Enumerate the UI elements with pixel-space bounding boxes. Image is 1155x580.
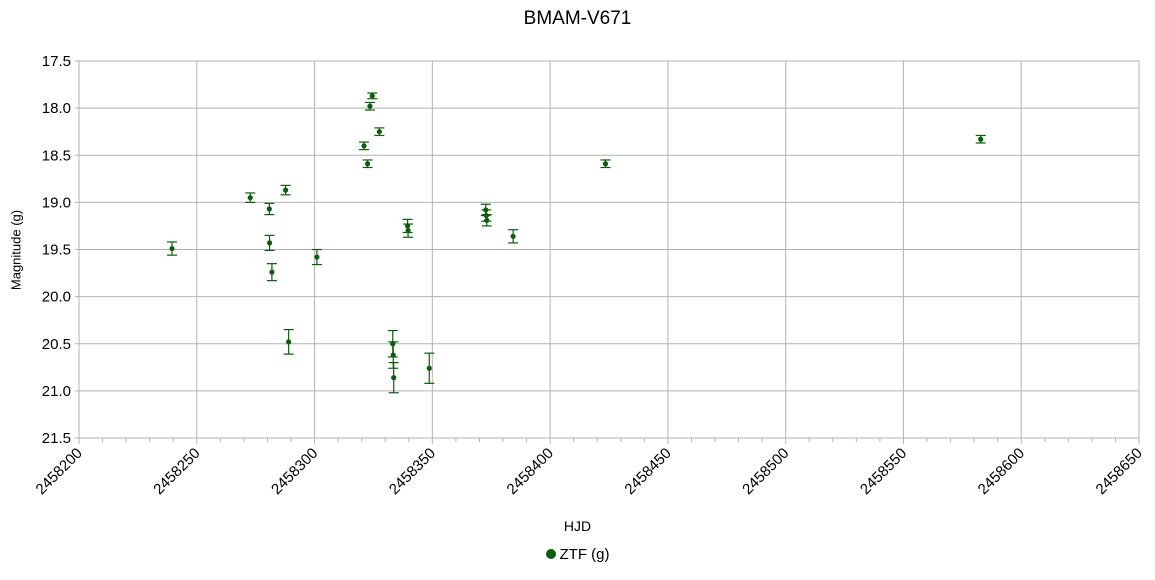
grid xyxy=(78,60,1140,439)
point-marker xyxy=(282,187,289,193)
data-point xyxy=(264,202,275,216)
data-point xyxy=(362,159,373,169)
legend-label: ZTF (g) xyxy=(559,546,610,563)
x-tick-labels: 2458200 2458250 2458300 2458350 2458400 24584… xyxy=(33,445,1146,498)
data-point xyxy=(359,141,370,151)
point-marker xyxy=(169,245,175,252)
y-tick-labels: 17.5 18.0 18.5 19.0 19.5 20.0 20.5 21.0 21.5 xyxy=(42,53,71,447)
x-tick-label: 2458300 xyxy=(268,445,321,498)
data-point xyxy=(283,329,294,355)
x-tick-label: 2458600 xyxy=(975,445,1028,498)
data-point xyxy=(508,229,519,244)
data-point xyxy=(600,159,611,169)
chart-title: BMAM-V671 xyxy=(523,8,632,29)
y-tick-label: 21.0 xyxy=(42,383,71,400)
legend-marker-icon xyxy=(545,549,556,559)
x-tick-label: 2458550 xyxy=(857,445,910,498)
point-marker xyxy=(247,195,253,201)
point-marker xyxy=(426,365,432,371)
data-point xyxy=(245,192,256,203)
y-tick-label: 20.0 xyxy=(42,289,71,306)
data-point xyxy=(311,248,322,266)
point-marker xyxy=(484,217,490,223)
y-tick-label: 19.0 xyxy=(42,194,71,211)
x-tick-label: 2458650 xyxy=(1093,445,1146,498)
x-tick-label: 2458500 xyxy=(739,445,792,498)
x-tick-label: 2458450 xyxy=(621,445,674,498)
point-marker xyxy=(266,240,273,246)
y-tick-label: 17.5 xyxy=(42,53,71,70)
legend: ZTF (g) xyxy=(0,546,1155,563)
point-marker xyxy=(978,136,984,142)
point-marker xyxy=(361,143,367,149)
data-point xyxy=(403,223,414,238)
plot-border xyxy=(78,60,1140,439)
x-tick-label: 2458350 xyxy=(386,445,439,498)
x-tick-label: 2458200 xyxy=(33,445,86,498)
point-marker xyxy=(376,129,382,135)
y-tick-label: 18.0 xyxy=(42,100,71,117)
point-marker xyxy=(266,206,272,212)
y-tick-label: 20.5 xyxy=(42,336,71,353)
point-marker xyxy=(391,375,397,381)
point-marker xyxy=(364,161,371,167)
data-point xyxy=(367,92,378,100)
data-points xyxy=(167,92,986,394)
data-point xyxy=(364,101,375,111)
x-tick-label: 2458400 xyxy=(504,445,557,498)
data-point xyxy=(975,134,986,144)
point-marker xyxy=(314,254,320,260)
data-point xyxy=(280,184,291,196)
y-tick-label: 18.5 xyxy=(42,147,71,164)
x-axis-label: HJD xyxy=(563,518,592,534)
data-point xyxy=(264,234,275,252)
data-point xyxy=(424,352,435,384)
point-marker xyxy=(369,93,375,99)
point-marker xyxy=(269,269,275,275)
data-point xyxy=(266,263,277,282)
data-point xyxy=(167,241,178,256)
y-tick-label: 19.5 xyxy=(42,242,71,259)
point-marker xyxy=(510,233,516,239)
data-point xyxy=(388,362,399,394)
y-tick-label: 21.5 xyxy=(42,430,71,447)
point-marker xyxy=(286,339,292,345)
data-point xyxy=(481,214,492,227)
axes xyxy=(75,60,1140,444)
point-marker xyxy=(367,103,373,109)
point-marker xyxy=(390,352,396,358)
data-point xyxy=(374,127,385,137)
point-marker xyxy=(602,161,609,167)
x-tick-label: 2458250 xyxy=(150,445,203,498)
point-marker xyxy=(405,228,411,234)
